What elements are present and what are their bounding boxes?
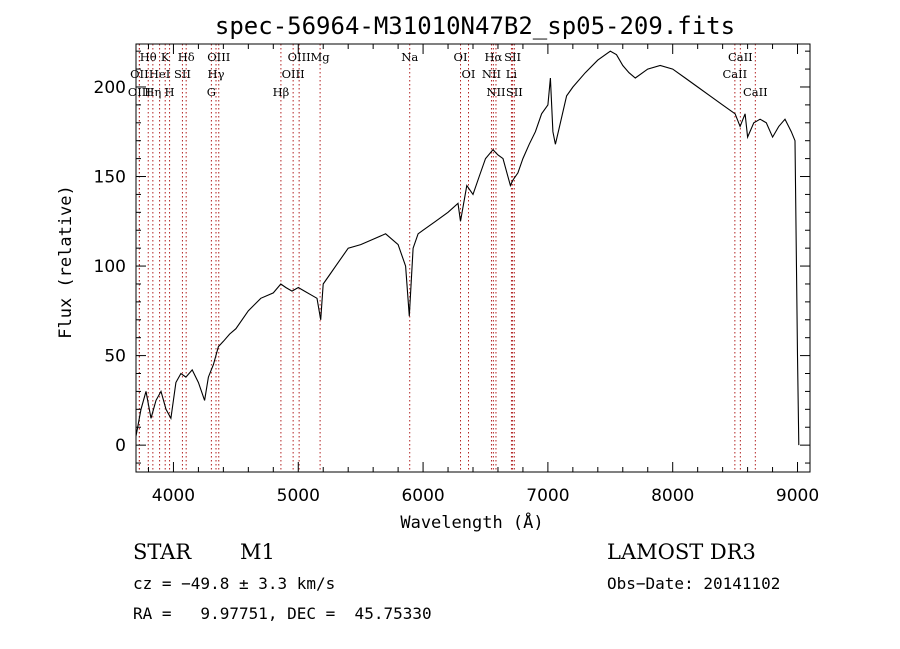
spectral-line-label: OIII bbox=[288, 50, 311, 64]
y-tick-label: 50 bbox=[104, 347, 126, 367]
spectral-line-label: OIII bbox=[128, 85, 151, 99]
spectral-line-label: SII bbox=[504, 50, 521, 64]
spectral-line-markers: HθOIIOIIIHηKHeIHHδSIIOIIIHγGOIIIOIIIHβMg… bbox=[128, 44, 768, 472]
x-tick-label: 9000 bbox=[776, 486, 819, 506]
y-axis-label: Flux (relative) bbox=[56, 185, 76, 339]
spectral-line-label: Hη bbox=[144, 85, 161, 99]
y-tick-label: 100 bbox=[94, 257, 126, 277]
spectral-line-label: OIII bbox=[207, 50, 230, 64]
spectral-line-label: Hβ bbox=[273, 85, 290, 99]
observation-date: Obs−Date: 20141102 bbox=[607, 574, 781, 593]
spectral-line-label: Hθ bbox=[140, 50, 157, 64]
spectral-line-label: H bbox=[165, 85, 175, 99]
spectral-line-label: CaII bbox=[722, 67, 747, 81]
x-tick-label: 6000 bbox=[401, 486, 444, 506]
spectral-line-label: OI bbox=[454, 50, 468, 64]
plot-frame bbox=[135, 43, 811, 473]
y-tick-label: 0 bbox=[115, 436, 126, 456]
x-tick-label: 4000 bbox=[152, 486, 195, 506]
spectral-line-label: HeI bbox=[149, 67, 170, 81]
sky-coordinates: RA = 9.97751, DEC = 45.75330 bbox=[133, 604, 432, 623]
object-subclass: M1 bbox=[240, 540, 275, 564]
spectral-line-label: K bbox=[161, 50, 170, 64]
spectral-line-label: OII bbox=[130, 67, 149, 81]
spectral-line-label: Hα bbox=[484, 50, 502, 64]
spectral-line-label: SII bbox=[506, 85, 523, 99]
spectral-line-label: SII bbox=[174, 67, 191, 81]
spectral-line-label: G bbox=[207, 85, 216, 99]
flux-series-line bbox=[135, 50, 800, 446]
spectral-line-label: NII bbox=[486, 85, 505, 99]
spectral-line-label: Hγ bbox=[208, 67, 225, 81]
x-axis-label: Wavelength (Å) bbox=[400, 511, 543, 533]
x-tick-label: 5000 bbox=[277, 486, 320, 506]
chart-title: spec-56964-M31010N47B2_sp05-209.fits bbox=[215, 12, 735, 40]
spectral-line-label: CaII bbox=[728, 50, 753, 64]
spectral-line-label: Mg bbox=[311, 50, 331, 64]
spectral-line-label: Na bbox=[401, 50, 418, 64]
redshift-cz: cz = −49.8 ± 3.3 km/s bbox=[133, 574, 336, 593]
spectral-line-label: Hδ bbox=[178, 50, 195, 64]
spectral-line-label: NII bbox=[482, 67, 501, 81]
axis-ticks: 4000 5000 6000 7000 8000 9000 0 50 100 150 200 bbox=[94, 44, 819, 506]
spectral-line-label: OI bbox=[462, 67, 476, 81]
y-tick-label: 150 bbox=[94, 168, 126, 188]
x-tick-label: 7000 bbox=[526, 486, 569, 506]
object-class: STAR bbox=[133, 540, 192, 564]
spectral-line-label: CaII bbox=[743, 85, 768, 99]
survey-name: LAMOST DR3 bbox=[607, 540, 756, 564]
spectral-line-label: Li bbox=[506, 67, 518, 81]
y-tick-label: 200 bbox=[94, 78, 126, 98]
x-tick-label: 8000 bbox=[651, 486, 694, 506]
spectral-line-label: OIII bbox=[282, 67, 305, 81]
